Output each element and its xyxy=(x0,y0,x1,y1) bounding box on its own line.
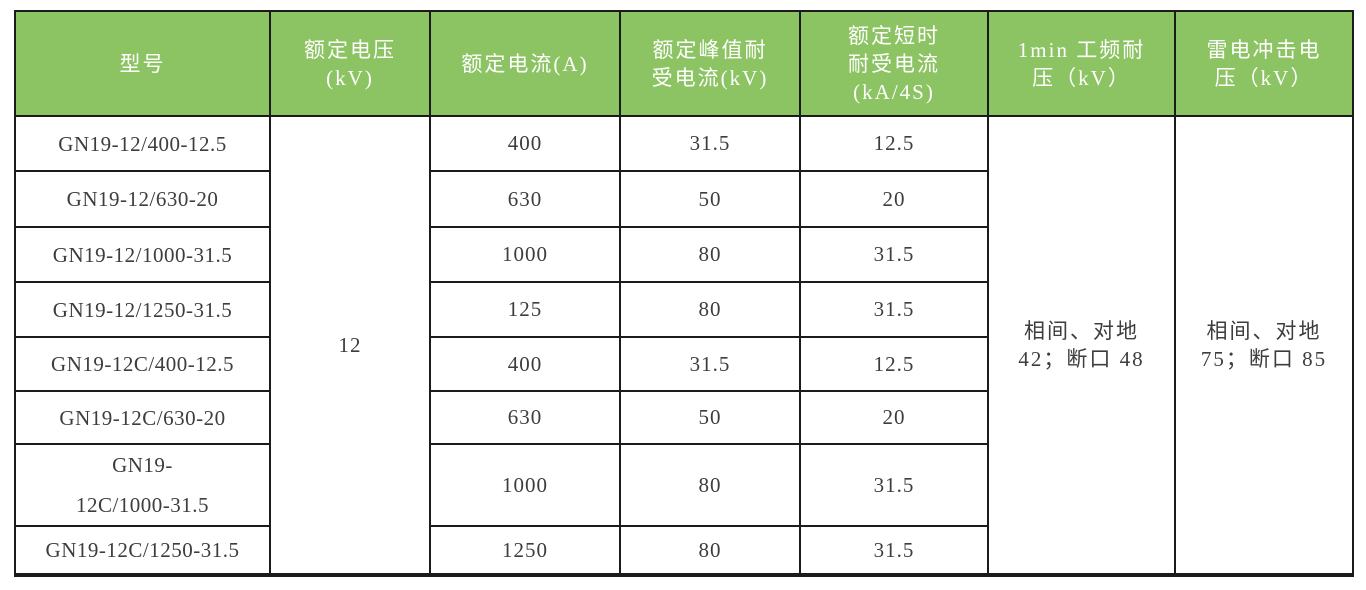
cell-current: 1000 xyxy=(429,443,621,527)
cell-model: GN19-12C/630-20 xyxy=(14,390,271,445)
header-row: 型号 额定电压 (kV) 额定电流(A) 额定峰值耐 受电流(kV) 额定短时 … xyxy=(14,10,1354,117)
cell-model: GN19- 12C/1000-31.5 xyxy=(14,443,271,527)
table-row: GN19-12/1000-31.5 1000 80 31.5 xyxy=(14,226,1353,283)
cell-peak: 80 xyxy=(619,281,801,338)
cell-model: GN19-12/1250-31.5 xyxy=(14,281,271,338)
cell-peak: 50 xyxy=(619,170,801,228)
col-header-power-frequency: 1min 工频耐 压（kV） xyxy=(987,10,1176,117)
cell-current: 400 xyxy=(429,336,621,392)
table-row: GN19-12C/1250-31.5 1250 80 31.5 xyxy=(14,525,1353,576)
cell-short-time: 31.5 xyxy=(799,525,989,576)
table-row: GN19-12C/400-12.5 400 31.5 12.5 xyxy=(14,336,1353,392)
cell-model: GN19-12C/1250-31.5 xyxy=(14,525,271,576)
cell-lightning-impulse: 相间、对地 75；断口 85 xyxy=(1174,115,1354,576)
cell-current: 125 xyxy=(429,281,621,338)
cell-peak: 80 xyxy=(619,525,801,576)
cell-short-time: 12.5 xyxy=(799,336,989,392)
col-header-rated-current: 额定电流(A) xyxy=(429,10,621,117)
cell-short-time: 20 xyxy=(799,170,989,228)
col-header-rated-voltage: 额定电压 (kV) xyxy=(269,10,431,117)
table-row: GN19-12C/630-20 630 50 20 xyxy=(14,390,1353,445)
page: 型号 额定电压 (kV) 额定电流(A) 额定峰值耐 受电流(kV) 额定短时 … xyxy=(0,10,1366,590)
cell-model: GN19-12/1000-31.5 xyxy=(14,226,271,283)
cell-short-time: 31.5 xyxy=(799,226,989,283)
cell-model: GN19-12C/400-12.5 xyxy=(14,336,271,392)
cell-model: GN19-12/400-12.5 xyxy=(14,115,271,172)
table-row: GN19- 12C/1000-31.5 1000 80 31.5 xyxy=(14,443,1353,527)
cell-short-time: 12.5 xyxy=(799,115,989,172)
cell-short-time: 31.5 xyxy=(799,443,989,527)
col-header-peak-withstand: 额定峰值耐 受电流(kV) xyxy=(619,10,801,117)
cell-peak: 50 xyxy=(619,390,801,445)
cell-model: GN19-12/630-20 xyxy=(14,170,271,228)
col-header-model: 型号 xyxy=(14,10,271,117)
spec-table: 型号 额定电压 (kV) 额定电流(A) 额定峰值耐 受电流(kV) 额定短时 … xyxy=(14,10,1354,577)
table-row: GN19-12/630-20 630 50 20 xyxy=(14,170,1353,228)
col-header-lightning-impulse: 雷电冲击电 压（kV） xyxy=(1174,10,1354,117)
cell-rated-voltage: 12 xyxy=(269,115,431,576)
col-header-short-time: 额定短时 耐受电流 (kA/4S) xyxy=(799,10,989,117)
cell-current: 400 xyxy=(429,115,621,172)
cell-current: 1000 xyxy=(429,226,621,283)
cell-peak: 31.5 xyxy=(619,115,801,172)
cell-power-frequency: 相间、对地 42；断口 48 xyxy=(987,115,1176,576)
cell-current: 630 xyxy=(429,390,621,445)
cell-short-time: 20 xyxy=(799,390,989,445)
table-row: GN19-12/400-12.5 12 400 31.5 12.5 相间、对地 … xyxy=(14,115,1354,576)
cell-current: 630 xyxy=(429,170,621,228)
cell-peak: 80 xyxy=(619,443,801,527)
table-row: GN19-12/1250-31.5 125 80 31.5 xyxy=(14,281,1353,338)
cell-current: 1250 xyxy=(429,525,621,576)
cell-peak: 80 xyxy=(619,226,801,283)
cell-peak: 31.5 xyxy=(619,336,801,392)
cell-short-time: 31.5 xyxy=(799,281,989,338)
